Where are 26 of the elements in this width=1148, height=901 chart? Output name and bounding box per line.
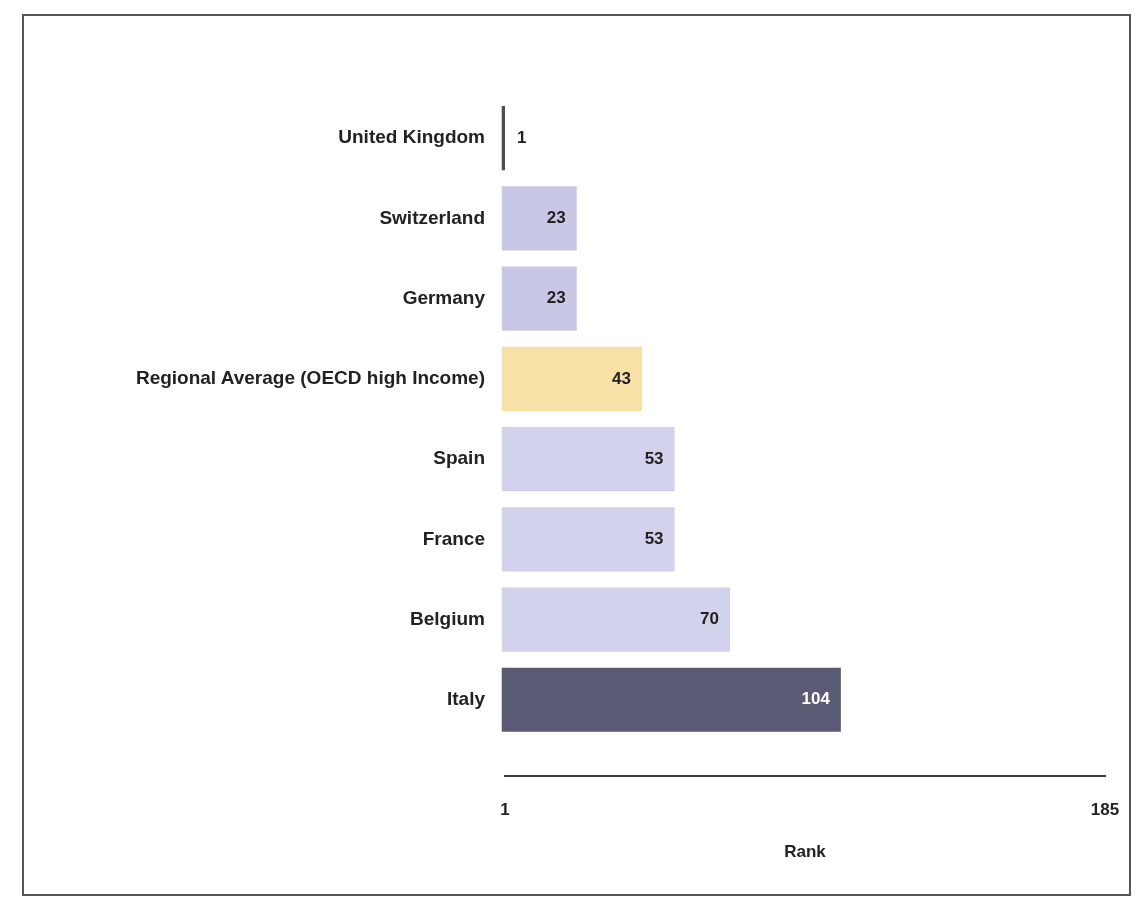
y-tick-label: France: [422, 527, 485, 549]
bar: [501, 186, 577, 251]
y-tick-label: Switzerland: [379, 206, 485, 228]
data-label: 1: [517, 127, 527, 147]
bar: [501, 507, 675, 572]
bar: [501, 106, 505, 171]
bar: [501, 346, 642, 411]
data-label: 43: [612, 368, 631, 388]
x-tick-label: 185: [1090, 799, 1120, 819]
data-label: 53: [644, 528, 664, 548]
bar: [501, 426, 675, 492]
bar: [501, 667, 841, 732]
bar: [501, 587, 730, 652]
y-tick-label: United Kingdom: [338, 126, 485, 148]
data-label: 70: [700, 609, 719, 629]
data-label: 53: [644, 448, 664, 468]
data-label: 23: [546, 208, 566, 228]
y-tick-label: Italy: [446, 688, 486, 710]
data-label: 104: [801, 689, 831, 709]
y-tick-label: Spain: [433, 447, 485, 469]
data-label: 23: [546, 288, 566, 308]
x-axis-title: Rank: [784, 842, 827, 862]
y-tick-label: Belgium: [410, 607, 485, 629]
y-tick-label: Germany: [402, 286, 486, 308]
y-tick-label: Regional Average (OECD high Income): [135, 367, 485, 389]
bar: [501, 266, 577, 331]
